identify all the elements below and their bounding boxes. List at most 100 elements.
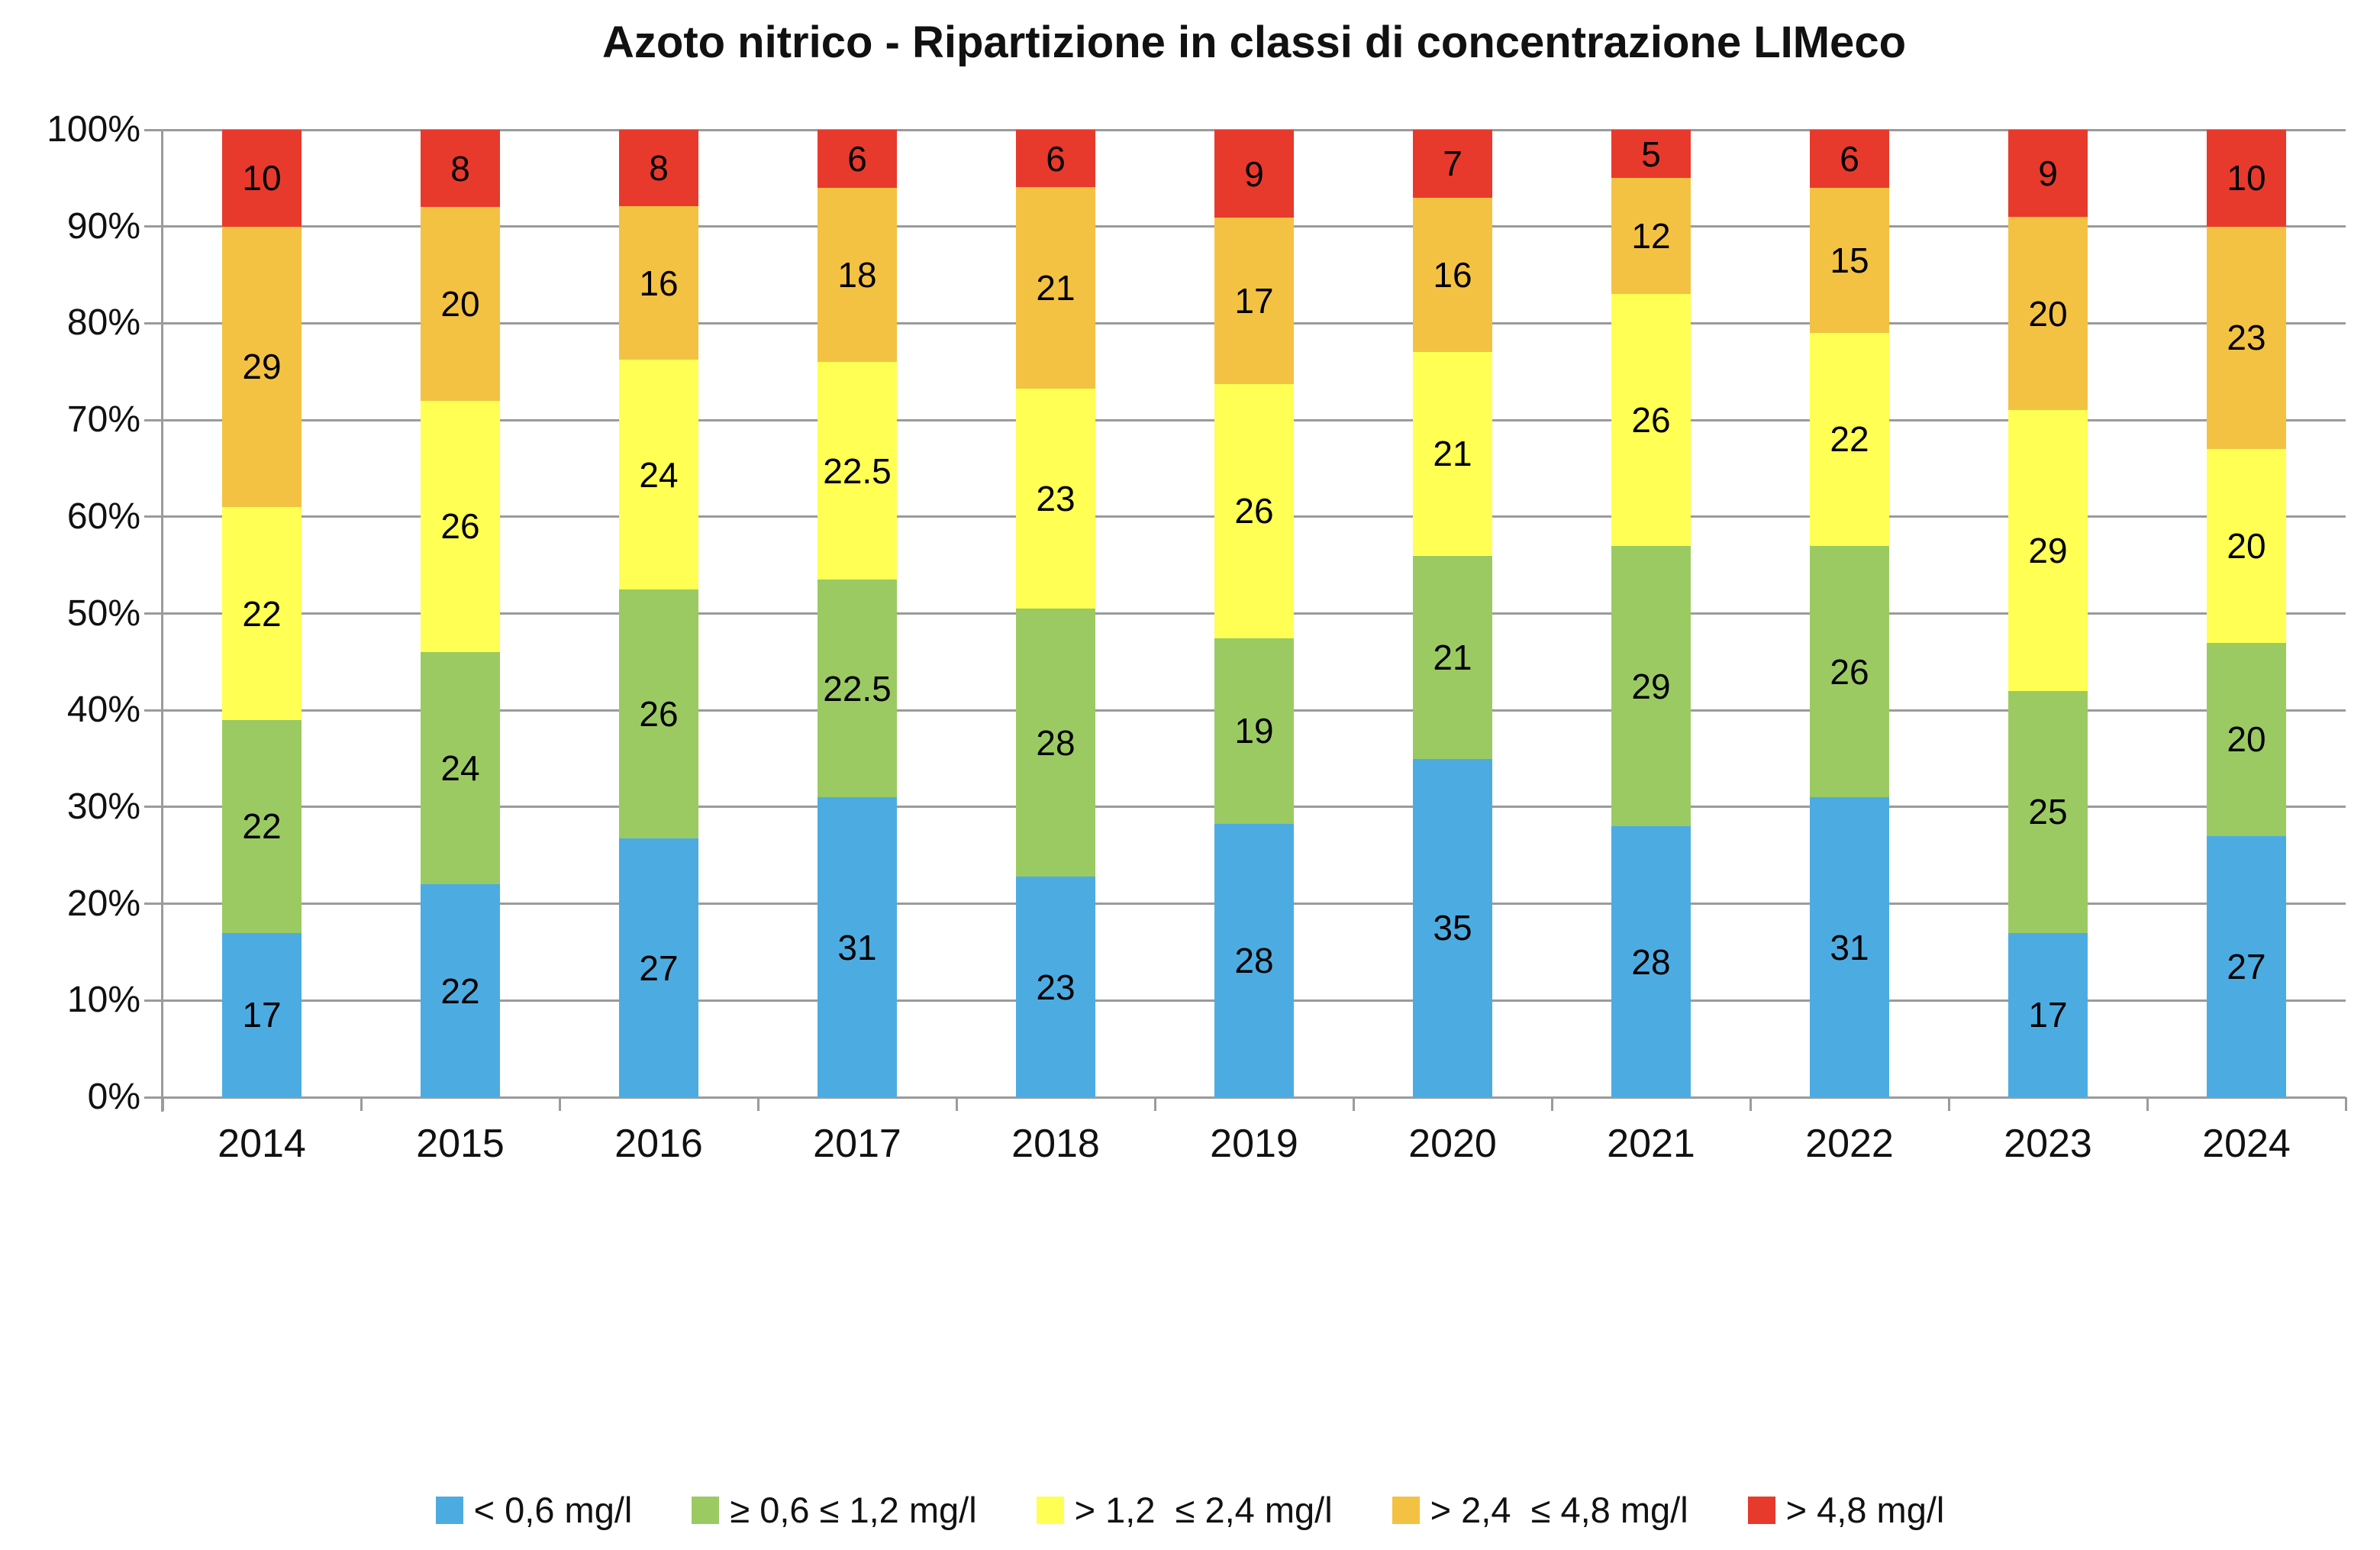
bar-segment	[1611, 130, 1691, 179]
bar-segment	[1214, 130, 1294, 218]
x-axis-label: 2023	[2004, 1122, 2092, 1166]
bar-segment	[619, 589, 698, 839]
bar-value-label: 22	[1830, 419, 1869, 460]
bar-value-label: 25	[2028, 792, 2068, 832]
bar-value-label: 21	[1433, 637, 1472, 677]
bar-segment	[1810, 333, 1889, 546]
gridline	[163, 1096, 2346, 1099]
bar-segment	[1810, 797, 1889, 1097]
bar-segment	[1016, 187, 1095, 389]
bar-segment	[2008, 932, 2088, 1097]
bar-value-label: 6	[847, 139, 867, 179]
bar-value-label: 22	[440, 970, 480, 1011]
bar-segment	[818, 188, 897, 363]
x-axis-label: 2021	[1607, 1122, 1695, 1166]
bar-segment	[1810, 545, 1889, 798]
bar-2021: 28 29 26 12 5	[1611, 130, 1691, 1097]
x-axis-tick	[2146, 1097, 2149, 1111]
bar-segment	[619, 360, 698, 590]
y-axis-tick	[144, 225, 163, 228]
bar-2018: 23 28 23 21 6	[1016, 130, 1095, 1097]
bar-segment	[222, 507, 302, 720]
bar-segment	[1214, 823, 1294, 1097]
bar-value-label: 16	[1433, 255, 1472, 295]
bar-value-label: 17	[1234, 280, 1274, 321]
y-axis-label: 80%	[66, 302, 140, 344]
x-axis-label: 2019	[1210, 1122, 1298, 1166]
x-axis-label: 2014	[218, 1122, 306, 1166]
bar-segment	[1413, 758, 1492, 1097]
bar-value-label: 22.5	[823, 450, 892, 491]
bar-value-label: 8	[649, 148, 669, 189]
bar-segment	[619, 130, 698, 207]
bar-value-label: 20	[2227, 525, 2266, 566]
legend-item: > 2,4 ≤ 4,8 mg/l	[1392, 1490, 1688, 1530]
bar-2014: 17 22 22 29 10	[222, 130, 302, 1097]
bar-value-label: 20	[2028, 293, 2068, 334]
y-axis-tick	[144, 999, 163, 1002]
bar-value-label: 23	[1036, 967, 1076, 1007]
bar-value-label: 12	[1631, 216, 1671, 257]
bar-segment	[2207, 642, 2286, 836]
legend-swatch-icon	[1392, 1497, 1420, 1524]
bar-value-label: 7	[1443, 144, 1463, 184]
y-axis-tick	[144, 903, 163, 906]
bar-segment	[421, 652, 500, 885]
bar-2023: 17 25 29 20 9	[2008, 130, 2088, 1097]
bar-value-label: 28	[1234, 940, 1274, 980]
x-axis-tick	[360, 1097, 363, 1111]
x-axis-tick	[1153, 1097, 1156, 1111]
bar-segment	[421, 400, 500, 653]
bar-segment	[818, 797, 897, 1097]
bar-segment	[1214, 218, 1294, 384]
bar-segment	[1413, 352, 1492, 556]
x-axis-tick	[1749, 1097, 1752, 1111]
bar-value-label: 23	[2227, 318, 2266, 358]
bar-value-label: 17	[242, 995, 282, 1035]
legend-item: > 4,8 mg/l	[1747, 1490, 1945, 1530]
plot-area: 17 22 22 29 10 22 24 26 20 8 27 26 24 16 8 31 22.5 22.5 18…	[163, 128, 2346, 1099]
y-axis-label: 10%	[66, 980, 140, 1021]
legend-item: < 0,6 mg/l	[435, 1490, 632, 1530]
y-axis-label: 60%	[66, 496, 140, 537]
bar-segment	[421, 207, 500, 401]
bar-value-label: 17	[2028, 995, 2068, 1035]
x-axis-tick	[1550, 1097, 1553, 1111]
bar-segment	[1413, 197, 1492, 353]
y-axis-tick	[144, 806, 163, 809]
bar-value-label: 24	[440, 748, 480, 789]
bar-segment	[2207, 130, 2286, 227]
bar-segment	[2008, 217, 2088, 411]
bar-value-label: 28	[1036, 722, 1076, 763]
bar-value-label: 28	[1631, 941, 1671, 982]
bar-segment	[2207, 835, 2286, 1097]
legend-swatch-icon	[1036, 1497, 1064, 1524]
chart-title: Azoto nitrico - Ripartizione in classi d…	[602, 18, 1906, 67]
bar-segment	[1016, 877, 1095, 1097]
bar-2016: 27 26 24 16 8	[619, 130, 698, 1097]
y-axis-tick	[144, 709, 163, 712]
bar-segment	[1413, 130, 1492, 198]
bar-2019: 28 19 26 17 9	[1214, 130, 1294, 1097]
bar-value-label: 26	[1830, 651, 1869, 692]
bar-value-label: 20	[2227, 719, 2266, 760]
y-axis-label: 0%	[87, 1077, 140, 1117]
bar-value-label: 31	[1830, 927, 1869, 967]
bar-value-label: 15	[1830, 241, 1869, 281]
bar-value-label: 26	[440, 506, 480, 547]
y-axis-tick	[144, 515, 163, 518]
x-axis-label: 2020	[1408, 1122, 1497, 1166]
bar-value-label: 27	[2227, 946, 2266, 987]
bar-segment	[1016, 130, 1095, 188]
legend-label: > 4,8 mg/l	[1785, 1490, 1945, 1530]
y-axis-line	[161, 130, 163, 1112]
bar-value-label: 16	[639, 263, 679, 303]
x-axis-tick	[1352, 1097, 1355, 1111]
bar-value-label: 35	[1433, 908, 1472, 948]
legend-swatch-icon	[1747, 1497, 1775, 1524]
bar-segment	[1611, 294, 1691, 546]
bar-value-label: 6	[1840, 139, 1859, 179]
bar-segment	[222, 719, 302, 933]
bar-value-label: 22.5	[823, 668, 892, 709]
legend-item: ≥ 0,6 ≤ 1,2 mg/l	[692, 1490, 977, 1530]
